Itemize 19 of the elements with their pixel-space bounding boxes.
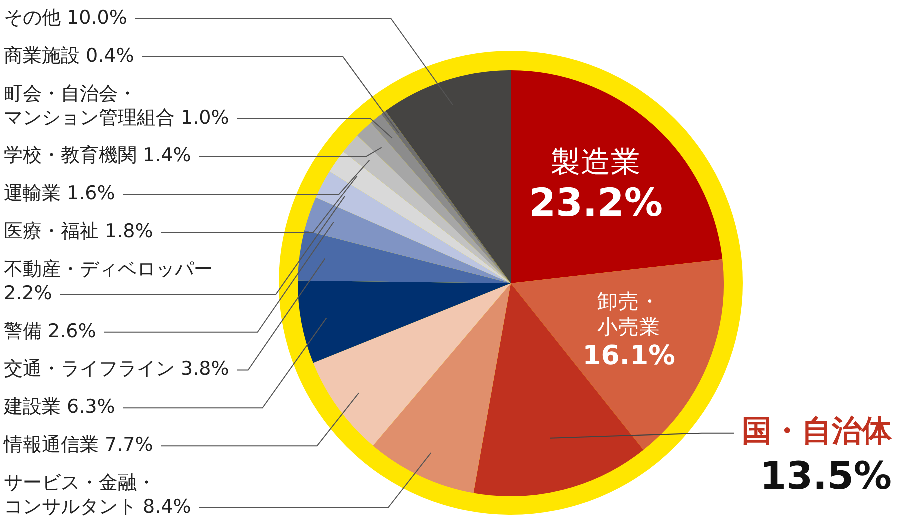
slice-label: 運輸業 1.6% [4, 182, 116, 205]
data-label: 23.2% [529, 180, 663, 226]
slice-label: 警備 2.6% [4, 320, 96, 342]
data-label: 13.5% [760, 454, 892, 498]
slice-label: 不動産・ディベロッパー [4, 258, 213, 280]
data-label: 2.2% [4, 282, 52, 304]
slice-label: 交通・ライフライン 3.8% [4, 358, 230, 380]
slice-label: 情報通信業 7.7% [3, 434, 154, 456]
slice-label: その他 10.0% [4, 6, 128, 29]
slice-label: 卸売・小売業 [598, 289, 661, 340]
slice-label: 製造業 [551, 144, 642, 179]
slice-label: サービス・金融・コンサルタント 8.4% [4, 472, 192, 518]
slice-label: 医療・福祉 1.8% [4, 220, 154, 242]
slice-label: 国・自治体 [742, 414, 893, 450]
slice-label: 建設業 6.3% [3, 396, 116, 418]
slice-label: 商業施設 0.4% [4, 44, 134, 67]
slice-label: 町会・自治会・マンション管理組合 1.0% [4, 82, 230, 129]
data-label: 16.1% [582, 340, 676, 372]
slice-label: 学校・教育機関 1.4% [4, 144, 192, 167]
